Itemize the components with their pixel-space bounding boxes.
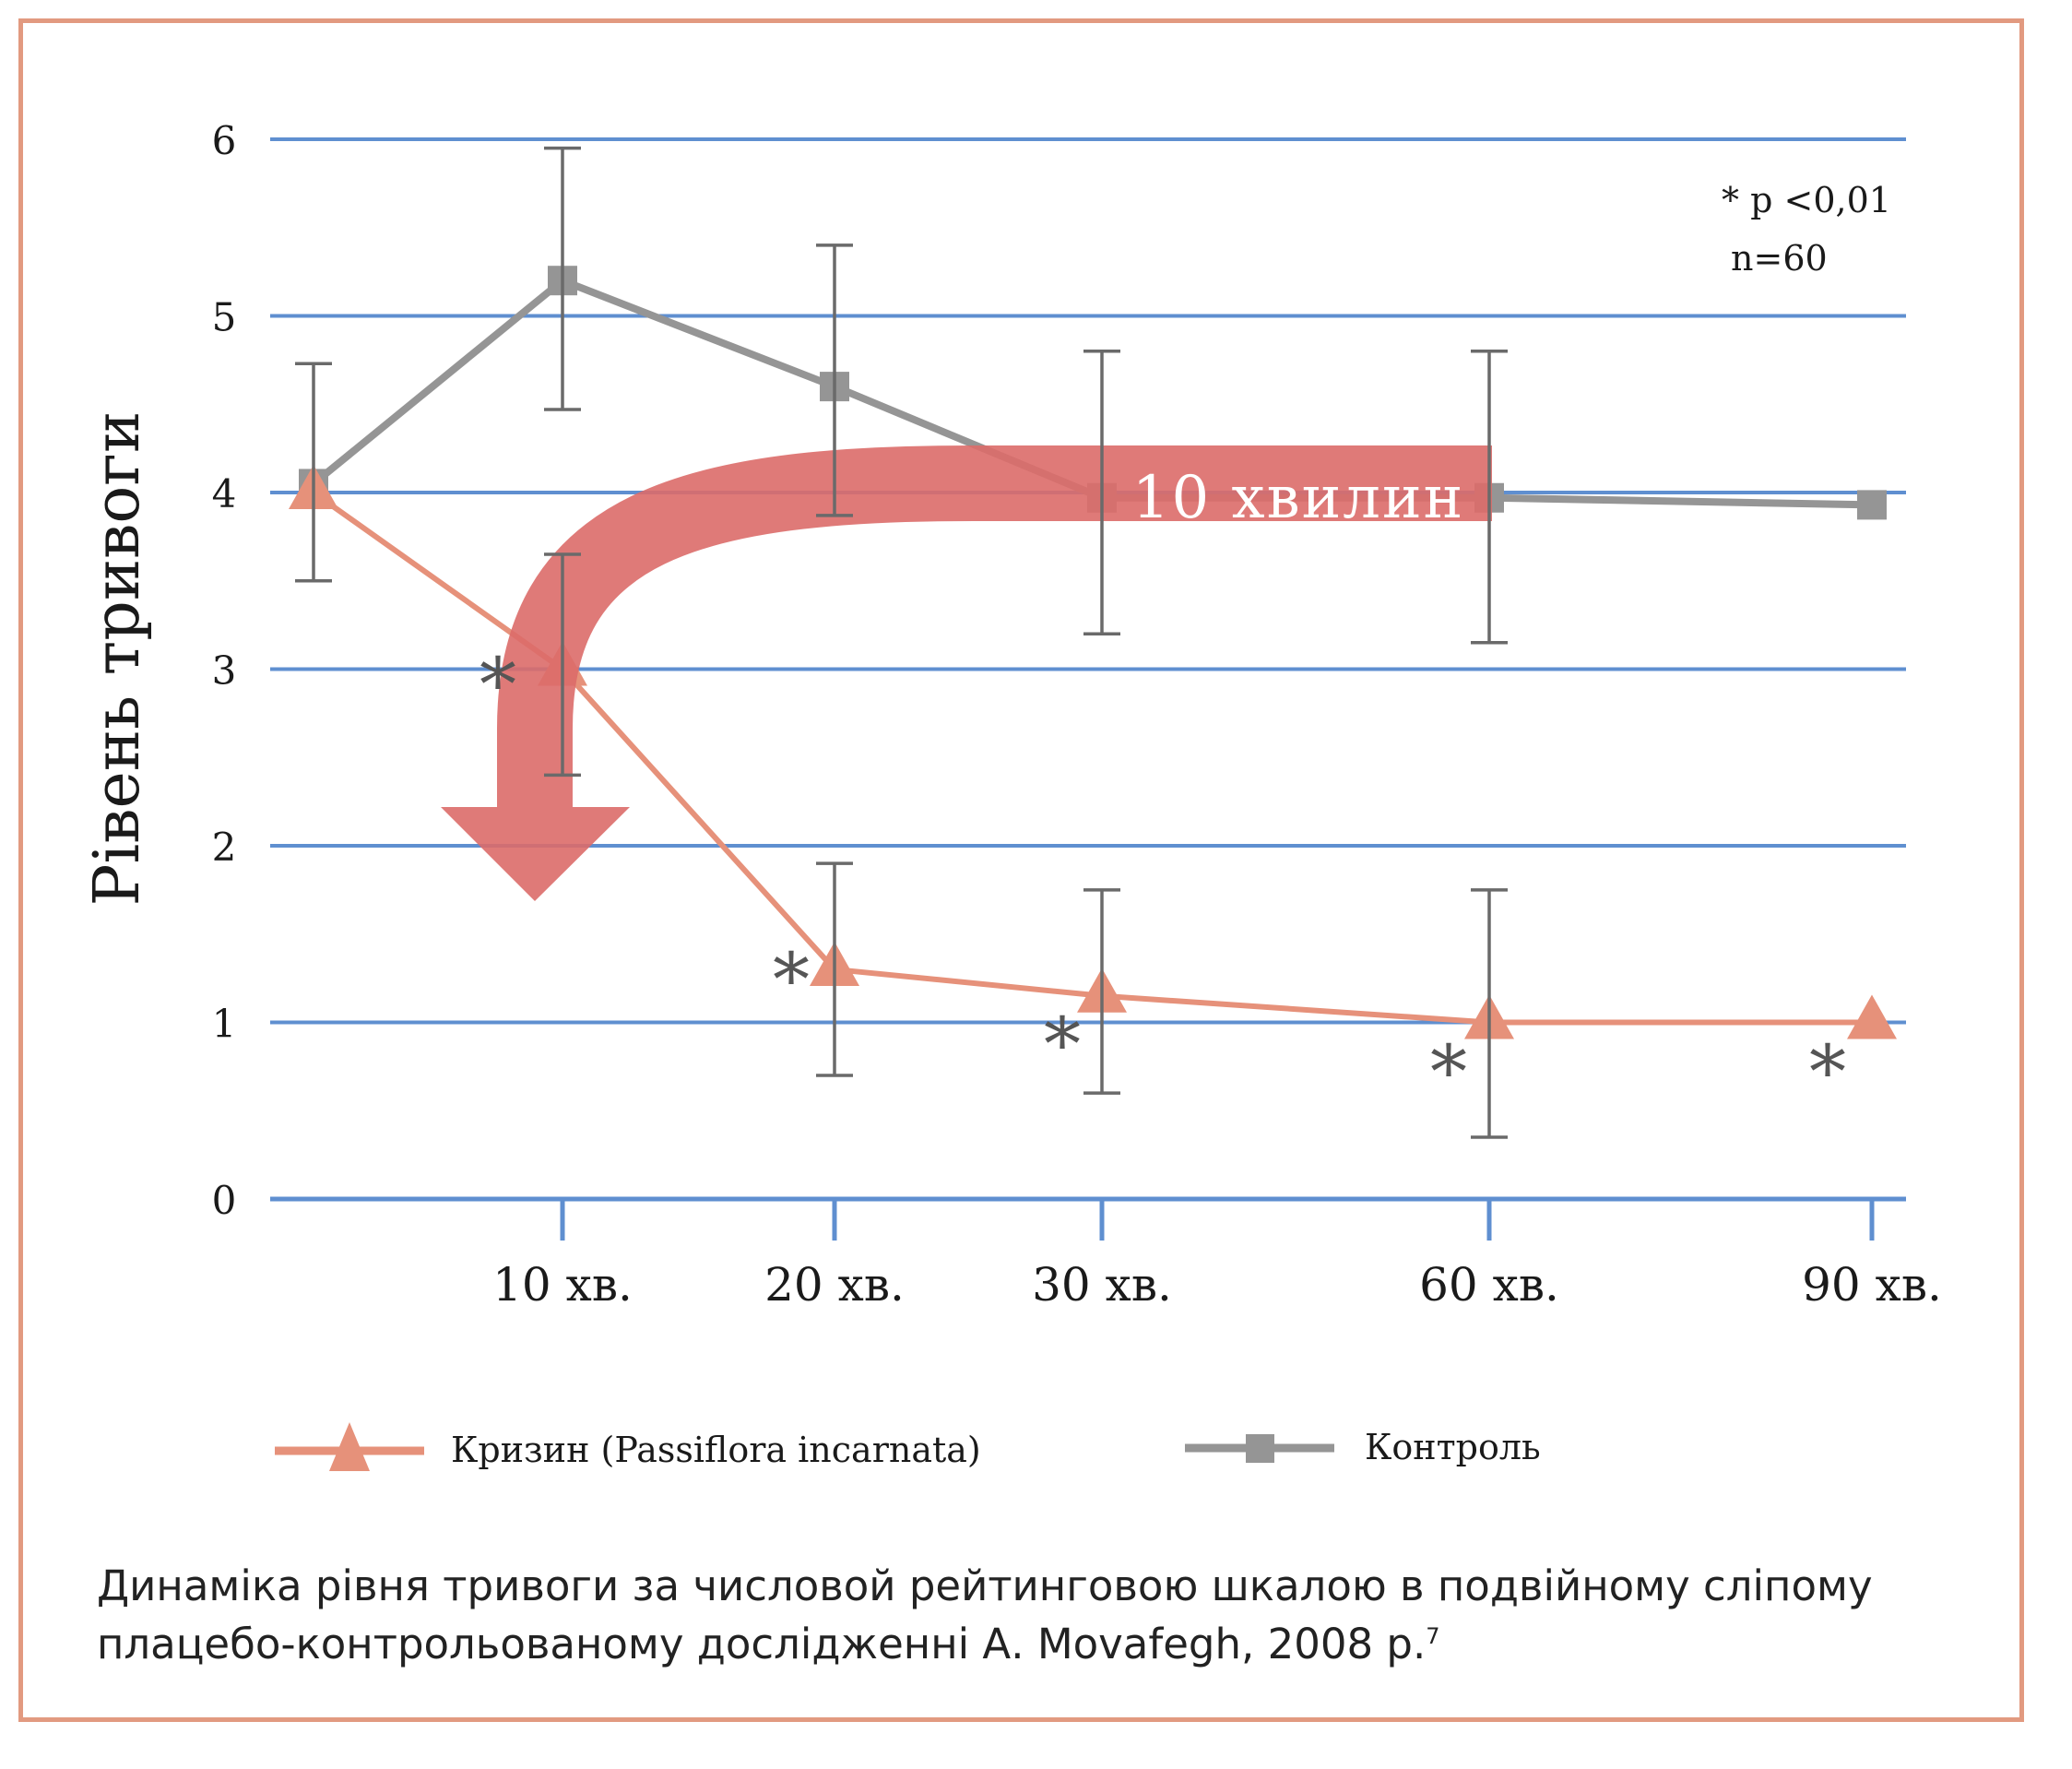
y-tick-label: 0 — [212, 1178, 237, 1223]
legend-chrysin-triangle-icon — [329, 1422, 370, 1471]
y-tick-label: 2 — [212, 825, 237, 870]
x-tick-label: 90 хв. — [1802, 1258, 1942, 1312]
x-tick-label: 60 хв. — [1419, 1258, 1559, 1312]
sample-size-note: n=60 — [1731, 238, 1828, 279]
significance-star: * — [1430, 1029, 1467, 1115]
significance-star: * — [773, 937, 810, 1023]
significance-star: * — [480, 642, 516, 728]
x-tick-label: 10 хв. — [492, 1258, 633, 1312]
caption-line-2: плацебо-контрольованому дослідженні А. M… — [97, 1615, 1960, 1673]
y-tick-labels: 0 1 2 3 4 5 6 — [212, 118, 237, 1223]
y-tick-label: 5 — [212, 295, 237, 340]
chrysin-point — [1847, 994, 1897, 1039]
y-tick-label: 1 — [212, 1002, 237, 1047]
error-bars — [295, 146, 1508, 1139]
significance-stars: * * * * * — [480, 642, 1846, 1115]
legend-chrysin-label: Кризин (Passiflora incarnata) — [451, 1430, 981, 1470]
ten-minutes-arrow — [441, 445, 1492, 901]
arrow-head — [441, 807, 630, 901]
caption-line-2-text: плацебо-контрольованому дослідженні А. M… — [97, 1620, 1427, 1668]
control-point — [1857, 490, 1887, 520]
p-value-note: * р <0,01 — [1722, 180, 1891, 220]
y-tick-label: 4 — [212, 471, 237, 516]
x-tick-label: 30 хв. — [1032, 1258, 1172, 1312]
x-tick-labels: 10 хв. 20 хв. 30 хв. 60 хв. 90 хв. — [492, 1258, 1942, 1312]
figure-caption: Динаміка рівня тривоги за числовой рейти… — [97, 1557, 1960, 1673]
significance-star: * — [1809, 1029, 1846, 1115]
significance-star: * — [1044, 1002, 1081, 1087]
arrow-label: 10 хвилин — [1132, 464, 1465, 532]
y-axis-label: Рівень тривоги — [81, 411, 154, 907]
control-line — [311, 277, 1873, 509]
x-axis — [560, 1199, 1875, 1241]
x-tick-label: 20 хв. — [764, 1258, 905, 1312]
legend-control-label: Контроль — [1365, 1427, 1541, 1467]
arrow-band — [497, 445, 1492, 807]
caption-footnote: 7 — [1426, 1623, 1440, 1649]
legend-control-square-icon — [1246, 1434, 1274, 1463]
legend: Кризин (Passiflora incarnata) Контроль — [275, 1422, 1541, 1471]
y-tick-label: 6 — [212, 118, 237, 163]
y-tick-label: 3 — [212, 648, 237, 694]
caption-line-1: Динаміка рівня тривоги за числовой рейти… — [97, 1561, 1873, 1610]
